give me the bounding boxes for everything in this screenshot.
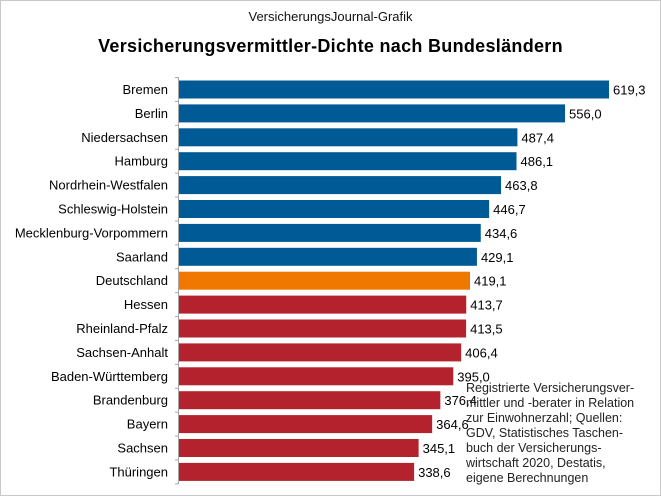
bar (179, 295, 467, 314)
category-label: Sachsen (117, 441, 168, 456)
category-label: Brandenburg (93, 393, 168, 408)
source-note: Registrierte Versicherungsver- mittler u… (466, 381, 635, 485)
bar (179, 367, 454, 386)
value-label: 486,1 (521, 154, 554, 169)
bar (179, 176, 502, 195)
bar (179, 462, 415, 481)
bar (179, 391, 441, 410)
value-label: 413,5 (470, 322, 503, 337)
value-label: 619,3 (613, 83, 646, 98)
value-label: 376,4 (444, 393, 477, 408)
category-label: Bayern (127, 417, 168, 432)
value-label: 413,7 (470, 298, 503, 313)
value-label: 395,0 (457, 369, 490, 384)
category-label: Baden-Württemberg (51, 369, 168, 384)
bar (179, 152, 517, 171)
value-label: 419,1 (474, 274, 507, 289)
category-label: Saarland (116, 249, 168, 264)
source-line: VersicherungsJournal-Grafik (248, 9, 413, 24)
bar (179, 319, 467, 338)
value-label: 463,8 (505, 178, 538, 193)
value-label: 429,1 (481, 250, 514, 265)
value-label: 446,7 (493, 202, 526, 217)
bar (179, 223, 481, 242)
value-label: 406,4 (465, 345, 498, 360)
category-label: Nordrhein-Westfalen (49, 178, 168, 193)
bar (179, 200, 490, 218)
category-label: Hamburg (115, 154, 168, 169)
category-label: Deutschland (96, 273, 168, 288)
category-label: Hessen (124, 297, 168, 312)
value-label: 487,4 (521, 130, 554, 145)
value-label: 364,6 (436, 417, 469, 432)
value-label: 556,0 (569, 106, 602, 121)
category-label: Berlin (135, 106, 168, 121)
value-label: 345,1 (423, 441, 456, 456)
bar (179, 128, 518, 147)
category-label: Schleswig-Holstein (58, 202, 168, 217)
bar (179, 415, 433, 434)
bar (179, 247, 477, 266)
chart-title: Versicherungsvermittler-Dichte nach Bund… (98, 36, 563, 56)
bar (179, 439, 419, 457)
category-label: Thüringen (109, 464, 168, 479)
category-label: Bremen (122, 82, 168, 97)
category-label: Mecklenburg-Vorpommern (15, 225, 168, 240)
value-label: 434,6 (485, 226, 518, 241)
category-label: Sachsen-Anhalt (76, 345, 168, 360)
bar (179, 271, 470, 290)
value-label: 338,6 (418, 465, 451, 480)
bar (179, 343, 462, 362)
bar (179, 104, 566, 123)
category-label: Rheinland-Pfalz (76, 321, 168, 336)
bar (179, 80, 609, 99)
category-label: Niedersachsen (81, 130, 168, 145)
